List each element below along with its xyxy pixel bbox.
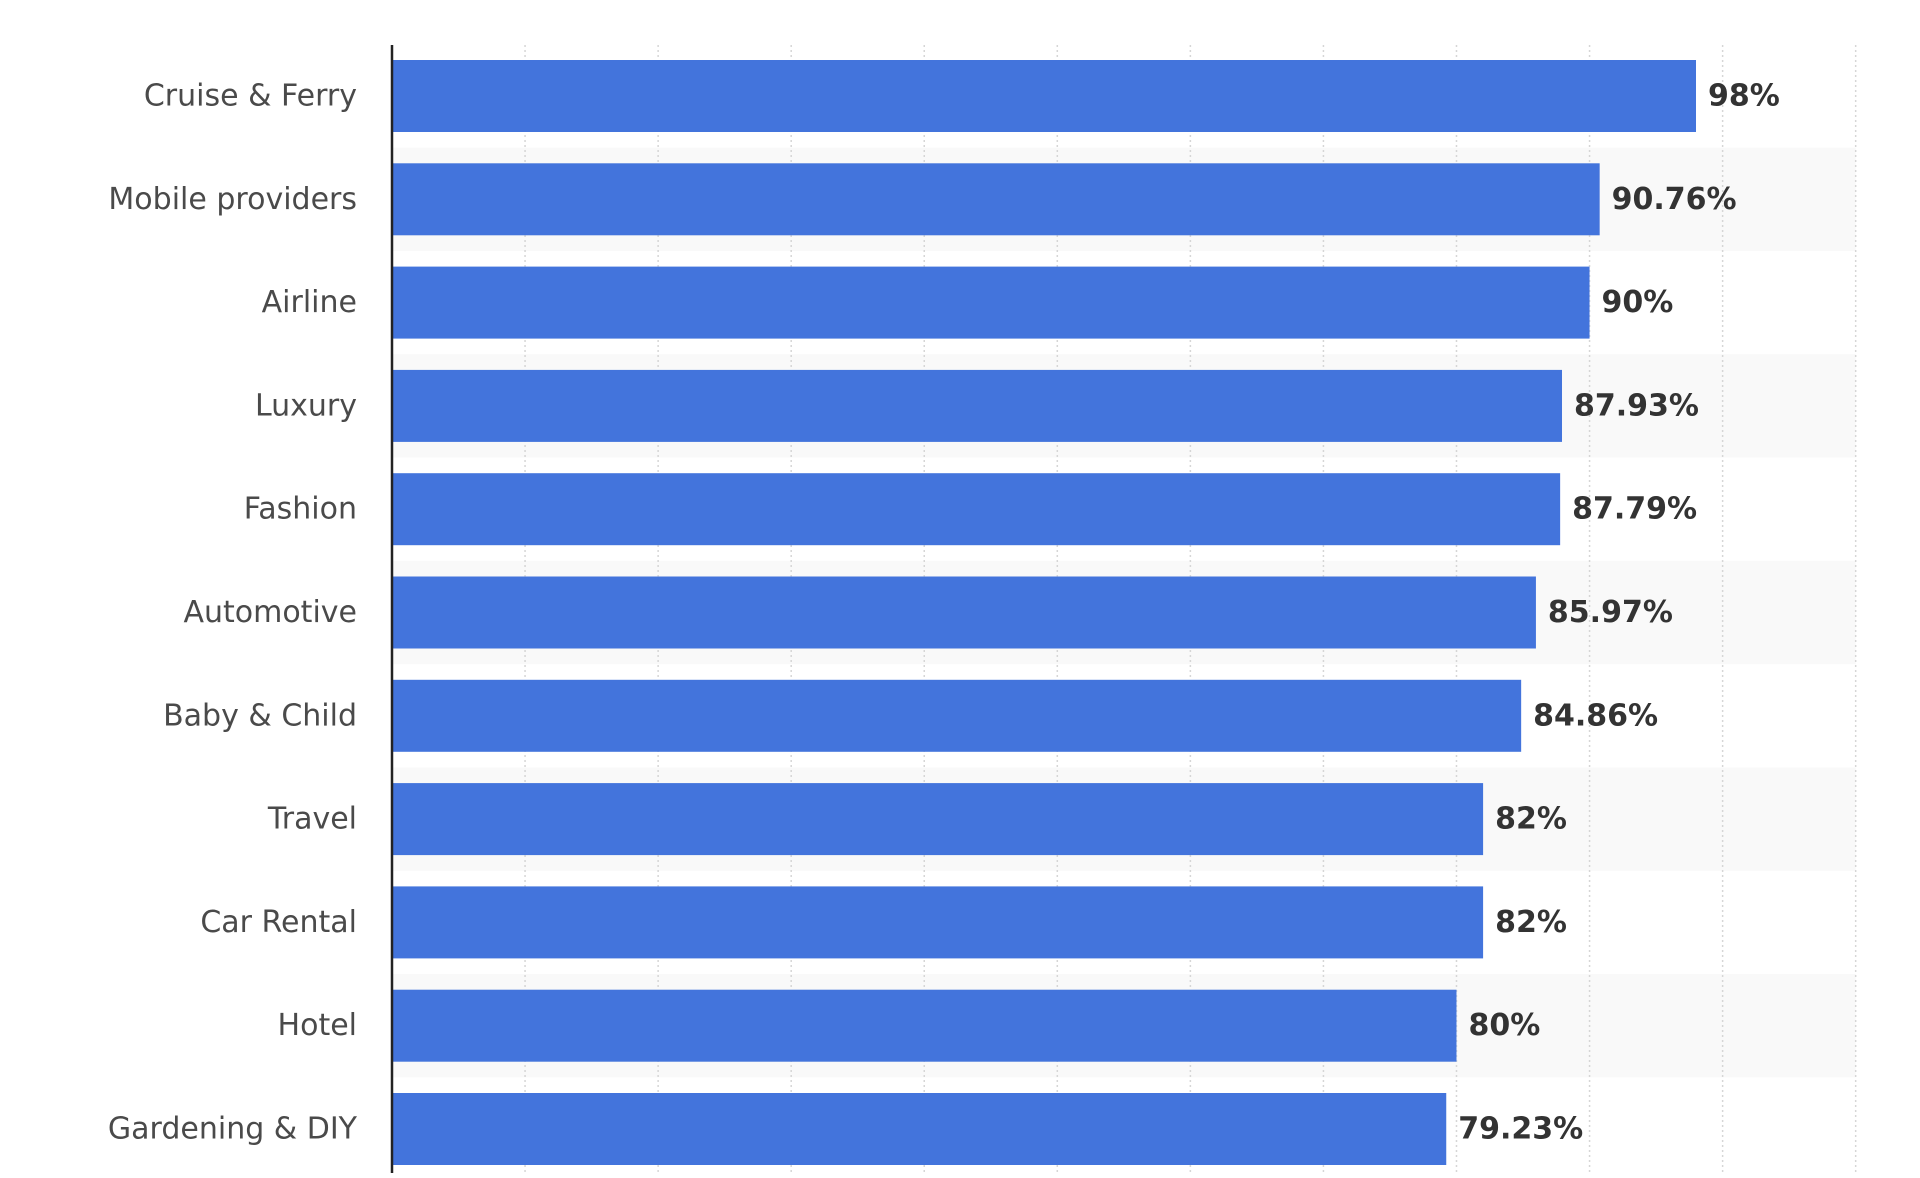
bar bbox=[392, 989, 1457, 1062]
category-label: Automotive bbox=[183, 595, 357, 630]
category-label: Airline bbox=[262, 285, 357, 320]
value-labels-layer: 98% 90.76% 90% 87.93% 87.79% 85.97% 84.86% 82% 8… bbox=[1458, 79, 1780, 1147]
bar bbox=[392, 886, 1484, 959]
bar bbox=[392, 369, 1563, 442]
bar bbox=[392, 60, 1696, 132]
data-label: 98% bbox=[1708, 79, 1780, 114]
category-label: Baby & Child bbox=[163, 698, 357, 733]
category-label: Car Rental bbox=[200, 905, 357, 940]
data-label: 90% bbox=[1602, 285, 1674, 320]
data-label: 84.86% bbox=[1533, 698, 1658, 733]
data-label: 85.97% bbox=[1548, 595, 1673, 630]
bar bbox=[392, 576, 1536, 649]
category-label: Luxury bbox=[255, 388, 357, 423]
category-labels-layer: Cruise & Ferry Mobile providers Airline Lux… bbox=[108, 79, 358, 1147]
data-label: 80% bbox=[1468, 1008, 1540, 1043]
category-label: Travel bbox=[267, 802, 357, 837]
bar bbox=[392, 473, 1561, 546]
bars-layer bbox=[392, 60, 1696, 1165]
category-label: Cruise & Ferry bbox=[144, 79, 357, 114]
data-label: 82% bbox=[1495, 802, 1567, 837]
bar bbox=[392, 679, 1522, 752]
bar bbox=[392, 1093, 1447, 1165]
category-label: Mobile providers bbox=[108, 182, 357, 217]
bar bbox=[392, 266, 1590, 339]
data-label: 87.79% bbox=[1572, 492, 1697, 527]
data-label: 90.76% bbox=[1612, 182, 1737, 217]
data-label: 79.23% bbox=[1458, 1112, 1583, 1147]
bar bbox=[392, 163, 1600, 236]
category-label: Fashion bbox=[244, 492, 357, 527]
category-label: Hotel bbox=[278, 1008, 357, 1043]
bar bbox=[392, 783, 1484, 856]
gridlines bbox=[524, 45, 1857, 1173]
category-label: Gardening & DIY bbox=[108, 1112, 358, 1147]
data-label: 82% bbox=[1495, 905, 1567, 940]
data-label: 87.93% bbox=[1574, 388, 1699, 423]
